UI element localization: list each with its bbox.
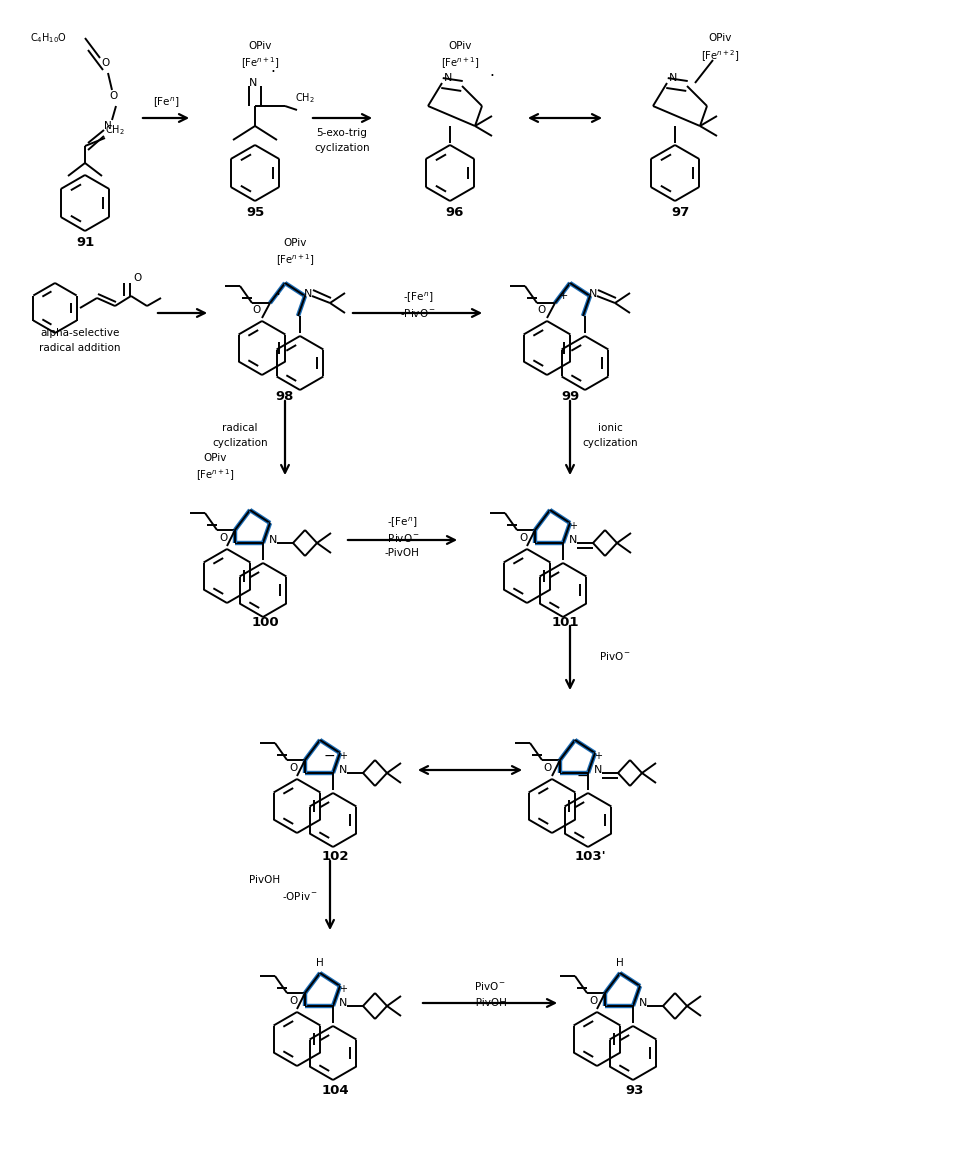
Text: N: N <box>589 288 597 299</box>
Text: N: N <box>444 72 453 83</box>
Text: +: + <box>339 983 347 994</box>
Text: cyclization: cyclization <box>314 142 370 153</box>
Text: N: N <box>569 535 578 545</box>
Text: 95: 95 <box>246 207 264 220</box>
Text: +: + <box>594 751 602 762</box>
Text: O: O <box>544 763 553 773</box>
Text: ·: · <box>276 288 281 304</box>
Text: [Fe$^{n+1}$]: [Fe$^{n+1}$] <box>196 467 234 482</box>
Text: 91: 91 <box>76 236 94 250</box>
Text: −: − <box>577 769 588 783</box>
Text: 98: 98 <box>276 389 294 403</box>
Text: OPiv: OPiv <box>449 41 472 51</box>
Text: OPiv: OPiv <box>708 33 731 43</box>
Text: O: O <box>252 305 260 315</box>
Text: [Fe$^{n+1}$]: [Fe$^{n+1}$] <box>441 55 480 71</box>
Text: cyclization: cyclization <box>582 438 638 449</box>
Text: N: N <box>249 78 258 88</box>
Text: 97: 97 <box>671 207 689 220</box>
Text: 93: 93 <box>626 1084 644 1097</box>
Text: alpha-selective: alpha-selective <box>40 328 120 338</box>
Text: [Fe$^{n+2}$]: [Fe$^{n+2}$] <box>701 48 739 64</box>
Text: -OPiv$^-$: -OPiv$^-$ <box>282 890 318 902</box>
Text: PivO$^-$: PivO$^-$ <box>599 651 631 662</box>
Text: N: N <box>304 288 312 299</box>
Text: O: O <box>589 996 597 1006</box>
Text: OPiv: OPiv <box>283 238 307 248</box>
Text: O: O <box>289 996 297 1006</box>
Text: 103': 103' <box>574 849 605 862</box>
Text: N: N <box>269 535 277 545</box>
Text: OPiv: OPiv <box>248 41 272 51</box>
Text: N: N <box>104 121 111 131</box>
Text: CH$_2$: CH$_2$ <box>295 91 315 105</box>
Text: O: O <box>110 91 118 100</box>
Text: -[Fe$^n$]: -[Fe$^n$] <box>403 291 433 305</box>
Text: N: N <box>639 997 647 1008</box>
Text: -[Fe$^n$]: -[Fe$^n$] <box>387 516 417 530</box>
Text: cyclization: cyclization <box>212 438 268 449</box>
Text: -PivO$^-$: -PivO$^-$ <box>384 531 420 544</box>
Text: 100: 100 <box>251 617 279 630</box>
Text: +: + <box>339 751 347 762</box>
Text: PivOH: PivOH <box>250 875 281 885</box>
Text: ionic: ionic <box>598 423 623 433</box>
Text: 104: 104 <box>321 1084 349 1097</box>
Text: O: O <box>219 533 227 543</box>
Text: [Fe$^n$]: [Fe$^n$] <box>153 96 180 110</box>
Text: radical addition: radical addition <box>39 343 121 353</box>
Text: 96: 96 <box>446 207 464 220</box>
Text: radical: radical <box>222 423 258 433</box>
Text: N: N <box>339 765 347 776</box>
Text: [Fe$^{n+1}$]: [Fe$^{n+1}$] <box>276 252 314 267</box>
Text: O: O <box>101 58 110 68</box>
Text: 101: 101 <box>552 617 579 630</box>
Text: N: N <box>594 765 603 776</box>
Text: O: O <box>519 533 528 543</box>
Text: −: − <box>323 749 334 763</box>
Text: -PivO$^-$: -PivO$^-$ <box>400 307 436 319</box>
Text: H: H <box>616 958 624 968</box>
Text: C$_4$H$_{10}$O: C$_4$H$_{10}$O <box>30 32 67 44</box>
Text: 99: 99 <box>561 389 579 403</box>
Text: CH$_2$: CH$_2$ <box>105 123 125 137</box>
Text: N: N <box>339 997 347 1008</box>
Text: -PivOH: -PivOH <box>384 548 419 558</box>
Text: N: N <box>669 72 678 83</box>
Text: ·: · <box>489 69 495 83</box>
Text: OPiv: OPiv <box>204 453 227 463</box>
Text: +: + <box>558 291 568 301</box>
Text: O: O <box>289 763 297 773</box>
Text: O: O <box>537 305 545 315</box>
Text: -PivOH: -PivOH <box>473 997 507 1008</box>
Text: O: O <box>133 273 141 283</box>
Text: H: H <box>316 958 324 968</box>
Text: ·: · <box>271 65 276 81</box>
Text: [Fe$^{n+1}$]: [Fe$^{n+1}$] <box>240 55 280 71</box>
Text: PivO$^-$: PivO$^-$ <box>474 980 506 992</box>
Text: 102: 102 <box>321 849 349 862</box>
Text: 5-exo-trig: 5-exo-trig <box>316 128 367 138</box>
Text: +: + <box>569 521 577 531</box>
